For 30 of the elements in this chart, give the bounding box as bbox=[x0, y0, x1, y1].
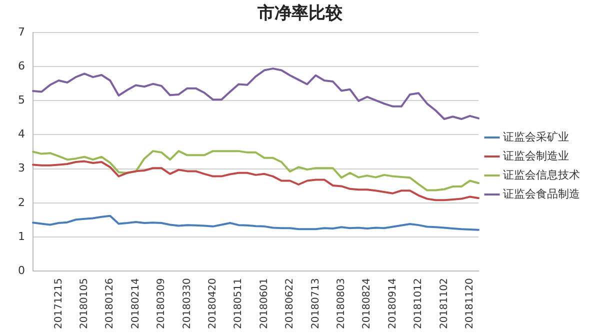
x-tick-label: 20180309 bbox=[156, 278, 168, 330]
x-tick-label: 20181012 bbox=[413, 278, 424, 330]
y-tick-label: 0 bbox=[18, 264, 25, 277]
y-tick-label: 3 bbox=[18, 162, 25, 175]
chart-title: 市净率比较 bbox=[256, 4, 344, 24]
y-tick-label: 7 bbox=[18, 25, 25, 38]
x-tick-label: 20181102 bbox=[438, 278, 450, 330]
x-tick-label: 20180601 bbox=[258, 278, 270, 330]
x-tick-label: 20180824 bbox=[362, 278, 373, 330]
legend-label: 证监会信息技术 bbox=[503, 168, 580, 182]
y-tick-label: 6 bbox=[18, 59, 25, 72]
x-tick-label: 20180713 bbox=[310, 278, 322, 330]
y-tick-label: 2 bbox=[18, 196, 25, 209]
x-tick-label: 20181120 bbox=[464, 278, 476, 330]
x-tick-label: 20180914 bbox=[387, 278, 398, 330]
legend-label: 证监会食品制造 bbox=[503, 187, 580, 200]
x-tick-label: 20180803 bbox=[336, 278, 348, 330]
x-tick-label: 20180420 bbox=[208, 278, 219, 330]
x-tick-label: 20180511 bbox=[233, 278, 244, 330]
x-tick-label: 20180105 bbox=[78, 278, 90, 330]
legend-label: 证监会采矿业 bbox=[503, 130, 569, 144]
x-tick-label: 20180622 bbox=[284, 278, 296, 330]
y-tick-label: 4 bbox=[18, 128, 25, 141]
x-tick-label: 20180330 bbox=[182, 278, 193, 330]
x-tick-label: 20171215 bbox=[53, 278, 64, 330]
legend-label: 证监会制造业 bbox=[503, 149, 569, 162]
x-tick-label: 20180126 bbox=[104, 278, 116, 330]
y-tick-label: 5 bbox=[18, 93, 25, 106]
y-tick-label: 1 bbox=[18, 230, 25, 243]
x-tick-label: 20180214 bbox=[130, 278, 142, 330]
